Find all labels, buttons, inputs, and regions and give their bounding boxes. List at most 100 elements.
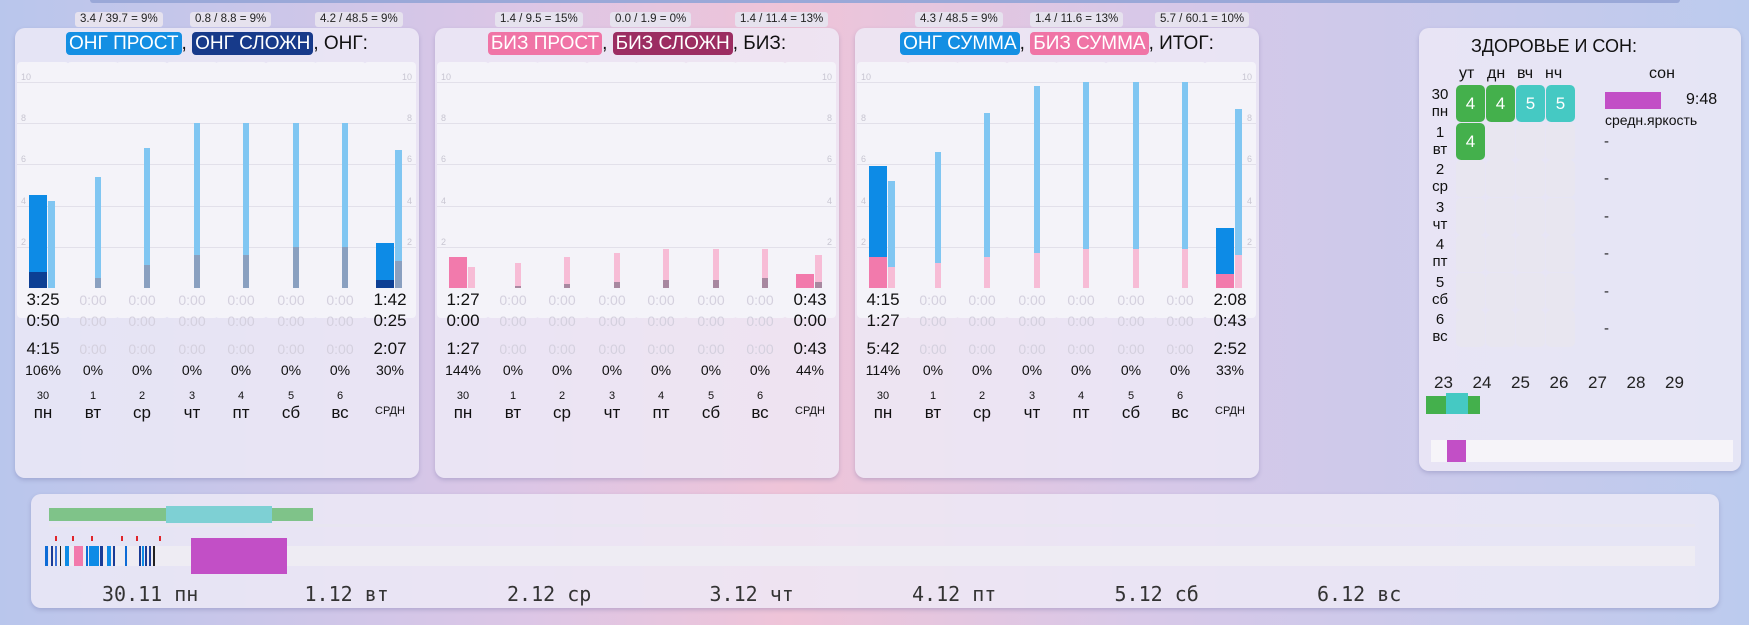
time-value: 0:00: [79, 341, 107, 357]
grid-line: [215, 123, 267, 125]
day-column: [1055, 62, 1107, 318]
panel-title: ОНГ СУММА, БИЗ СУММА, ИТОГ:: [855, 30, 1259, 58]
timeline-day-label: 1.12 вт: [304, 582, 389, 606]
grid-line: [784, 164, 836, 166]
health-score-cell[interactable]: [1546, 235, 1575, 272]
health-score-cell[interactable]: [1486, 235, 1515, 272]
health-score-cell[interactable]: [1546, 197, 1575, 235]
day-number: 6: [1176, 390, 1184, 402]
health-score-cell[interactable]: [1516, 122, 1545, 160]
health-score-cell[interactable]: 4: [1456, 122, 1485, 160]
time-value: 0:00: [968, 313, 996, 329]
grid-line: [685, 164, 737, 166]
health-header-day: дн: [1487, 65, 1506, 82]
health-score-cell[interactable]: [1546, 160, 1575, 197]
bar-plan-part: [1034, 252, 1040, 288]
day-column: 10 8 6 4 2: [784, 62, 836, 318]
grid-line: [487, 205, 539, 207]
time-value: 0:00: [446, 311, 480, 330]
time-value: 0:00: [79, 313, 107, 329]
bar-plan-part: [1133, 248, 1139, 288]
health-score-cell[interactable]: [1486, 122, 1515, 160]
time-value: 1:42: [373, 290, 407, 309]
time-value: 0:00: [697, 292, 725, 308]
tick-label: 2: [861, 236, 867, 247]
health-score-cell[interactable]: [1516, 310, 1545, 347]
bar-plan: [1083, 82, 1089, 288]
day-number: 30: [456, 390, 470, 402]
health-sleep-block: [1447, 440, 1466, 462]
tick-label: 8: [441, 113, 447, 124]
health-row-day: сб: [1431, 290, 1449, 308]
bar-plan: [1182, 82, 1188, 288]
time-value: 0:00: [1117, 292, 1145, 308]
grid-line: [635, 205, 687, 207]
time-value: 0:00: [178, 313, 206, 329]
bar-plan-part: [564, 283, 570, 288]
grid-line: [1006, 164, 1058, 166]
grid-line: [67, 205, 119, 207]
grid-line: [536, 205, 588, 207]
grid-line: [487, 82, 539, 83]
health-score-cell[interactable]: [1486, 310, 1515, 347]
health-score-cell[interactable]: [1456, 310, 1485, 347]
sleep-value: -: [1604, 245, 1609, 262]
grid-line: [956, 82, 1008, 83]
sleep-color-swatch: [1605, 92, 1661, 109]
health-score-cell[interactable]: [1546, 272, 1575, 310]
health-score-cell[interactable]: 4: [1486, 85, 1515, 122]
time-value: 0:00: [499, 313, 527, 329]
timeline-activity-segment: [65, 546, 69, 566]
bar-plan: [1133, 82, 1139, 288]
tick-label: 10: [1241, 72, 1252, 82]
health-score-cell[interactable]: [1456, 160, 1485, 197]
percent-value: 114%: [865, 362, 901, 378]
bar-plan-part: [1235, 255, 1242, 288]
time-value: 0:43: [1213, 311, 1247, 330]
health-score-cell[interactable]: [1486, 272, 1515, 310]
health-score-cell[interactable]: [1516, 160, 1545, 197]
tick-label: 2: [826, 236, 832, 247]
title-badge: БИЗ СЛОЖН: [612, 32, 733, 55]
day-column: 10 8 6 4 2: [437, 62, 489, 318]
average-label: СРДН: [1215, 405, 1245, 417]
tick-label: 8: [406, 113, 412, 124]
health-score-cell[interactable]: 5: [1546, 85, 1575, 122]
bar-plan: [1034, 86, 1040, 288]
grid-line: [17, 164, 69, 166]
grid-line: [1105, 123, 1157, 125]
time-value: 0:00: [1166, 341, 1194, 357]
timeline-activity-segment: [139, 546, 141, 566]
health-score-cell[interactable]: [1516, 197, 1545, 235]
tick-label: 6: [441, 154, 447, 165]
day-name: чт: [183, 403, 201, 422]
percent-value: 0%: [1169, 362, 1191, 378]
time-value: 0:00: [277, 292, 305, 308]
health-score-cell[interactable]: [1456, 235, 1485, 272]
health-score-cell[interactable]: [1546, 310, 1575, 347]
health-score-cell[interactable]: 4: [1456, 85, 1485, 122]
grid-line: [166, 82, 218, 83]
grid-line: [437, 123, 489, 125]
day-number: 1: [89, 390, 97, 402]
time-value: 0:00: [499, 292, 527, 308]
grid-line: [116, 205, 168, 207]
health-score-cell[interactable]: [1546, 122, 1575, 160]
time-value: 0:25: [373, 311, 407, 330]
health-score-cell[interactable]: [1516, 235, 1545, 272]
time-value: 0:00: [128, 292, 156, 308]
grid-line: [1204, 164, 1256, 166]
grid-line: [1204, 205, 1256, 207]
health-score-cell[interactable]: [1456, 197, 1485, 235]
health-score-cell[interactable]: [1516, 272, 1545, 310]
grid-line: [265, 123, 317, 125]
tick-label: 2: [441, 236, 447, 247]
tick-label: 2: [1246, 236, 1252, 247]
health-axis-label: 29: [1665, 373, 1684, 392]
health-score-cell[interactable]: [1456, 272, 1485, 310]
grid-line: [215, 205, 267, 207]
bar-plan-part: [762, 277, 768, 288]
health-score-cell[interactable]: [1486, 160, 1515, 197]
health-score-cell[interactable]: 5: [1516, 85, 1545, 122]
health-score-cell[interactable]: [1486, 197, 1515, 235]
